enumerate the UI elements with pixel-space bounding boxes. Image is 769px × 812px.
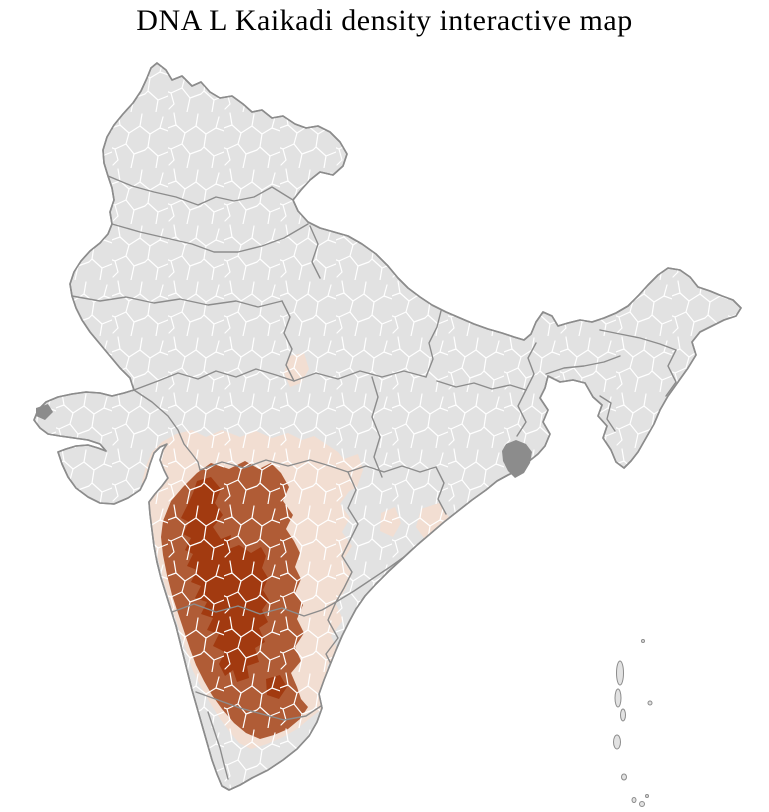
state-borders [71, 175, 677, 780]
sundarbans-delta-shade [502, 440, 532, 478]
page-title: DNA L Kaikadi density interactive map [136, 4, 633, 37]
kutch-tip-shade [36, 404, 53, 420]
andaman-nicobar-islands [613, 639, 653, 807]
